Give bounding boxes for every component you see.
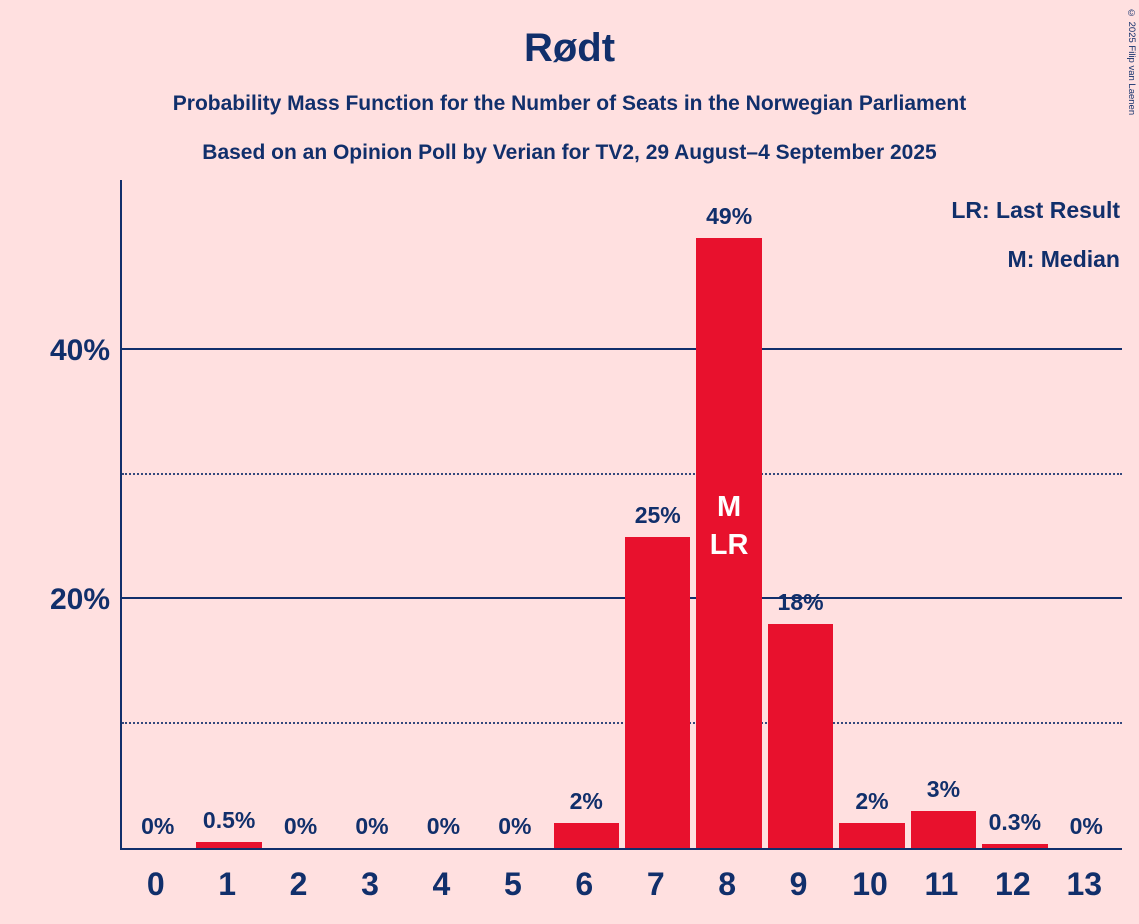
bar-column-3: 0% (336, 180, 407, 848)
annotation-m: M (717, 490, 742, 523)
bar-seats-12 (982, 844, 1048, 848)
x-tick-label-2: 2 (289, 866, 308, 902)
x-tick-label-4: 4 (432, 866, 451, 902)
bar-annotation-8: M LR (696, 488, 761, 564)
x-tick-label-0: 0 (146, 866, 165, 902)
bar-column-13: 0% (1051, 180, 1122, 848)
bar-seats-7 (625, 536, 691, 848)
bar-column-8: M LR 49% (693, 180, 764, 848)
bar-seats-6 (553, 823, 619, 848)
bar-value-label-5: 0% (498, 813, 532, 839)
x-tick-label-1: 1 (218, 866, 237, 902)
bar-value-label-7: 25% (634, 501, 681, 528)
bar-seats-1 (196, 841, 262, 848)
bar-seats-11 (910, 810, 977, 848)
bar-value-label-11: 3% (926, 775, 961, 802)
x-tick-label-9: 9 (789, 866, 808, 902)
bar-value-label-10: 2% (855, 788, 889, 815)
bar-value-label-9: 18% (777, 588, 824, 615)
legend-last-result: LR: Last Result (951, 197, 1120, 223)
gridline-20pct (122, 597, 1122, 599)
bar-value-label-0: 0% (141, 813, 175, 839)
x-tick-label-11: 11 (924, 866, 959, 902)
bar-column-12: 0.3% (979, 180, 1050, 848)
bar-value-label-3: 0% (355, 813, 389, 839)
bar-column-9: 18% (765, 180, 836, 848)
x-tick-label-8: 8 (718, 866, 737, 902)
bar-value-label-8: 49% (706, 202, 753, 229)
x-tick-label-5: 5 (503, 866, 522, 902)
x-tick-label-3: 3 (361, 866, 379, 902)
bar-value-label-4: 0% (426, 813, 461, 839)
bar-value-label-2: 0% (283, 813, 318, 839)
bar-seats-10 (839, 823, 905, 848)
bar-value-label-13: 0% (1069, 813, 1103, 839)
x-tick-label-13: 13 (1066, 866, 1103, 902)
gridline-dotted-10pct (122, 721, 1122, 724)
annotation-lr: LR (709, 528, 749, 561)
chart-subtitle-source: Based on an Opinion Poll by Verian for T… (202, 141, 937, 164)
legend-median: M: Median (1007, 246, 1120, 272)
chart-subtitle-method: Probability Mass Function for the Number… (172, 92, 967, 115)
x-axis-labels: 0 1 2 3 4 5 6 7 8 9 10 11 12 13 (120, 866, 1120, 916)
bar-column-5: 0% (479, 180, 550, 848)
chart-title: Rødt (523, 26, 616, 70)
chart-legend: LR: Last Result M: Median (951, 186, 1120, 284)
bar-column-10: 2% (836, 180, 907, 848)
x-tick-label-7: 7 (646, 866, 665, 902)
bar-value-label-6: 2% (569, 788, 603, 815)
bar-column-7: 25% (622, 180, 693, 848)
bar-column-0: 0% (122, 180, 193, 848)
bar-column-11: 3% (908, 180, 979, 848)
bar-column-6: 2% (551, 180, 622, 848)
x-tick-label-12: 12 (995, 866, 1031, 902)
plot-area: 20% 40% 0% 0.5% 0% 0% 0% 0% 2% 25% M LR 49% 18% 2% 3% 0.… (50, 180, 1122, 850)
x-tick-label-10: 10 (852, 866, 888, 902)
bar-value-label-1: 0.5% (202, 806, 256, 833)
bar-column-2: 0% (265, 180, 336, 848)
bar-column-1: 0.5% (193, 180, 264, 848)
x-tick-label-6: 6 (575, 866, 594, 902)
gridline-40pct (122, 348, 1122, 350)
bar-seats-8: M LR (696, 237, 762, 848)
y-tick-label-20: 20% (49, 583, 110, 616)
y-tick-label-40: 40% (49, 334, 110, 367)
bar-value-label-12: 0.3% (988, 809, 1042, 836)
gridline-dotted-30pct (122, 472, 1122, 475)
bar-column-4: 0% (408, 180, 479, 848)
copyright-notice: © 2025 Filip van Laenen (1126, 8, 1137, 116)
bar-seats-9 (767, 623, 834, 848)
